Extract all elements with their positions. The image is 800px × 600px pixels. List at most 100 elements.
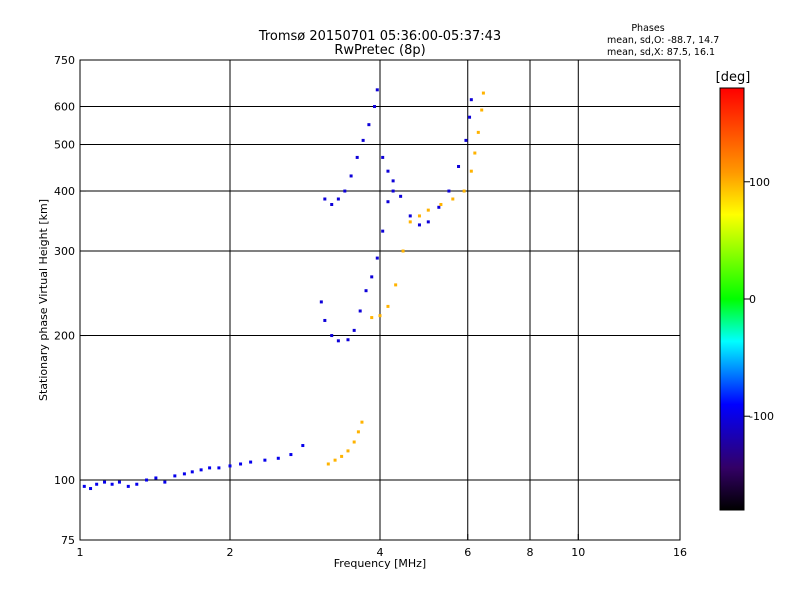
colorbar — [719, 87, 745, 511]
data-point — [358, 309, 362, 313]
data-point — [481, 91, 485, 95]
data-point — [126, 484, 130, 488]
data-point — [346, 449, 350, 453]
colorbar-tick-label: 100 — [749, 176, 770, 189]
x-tick-label: 16 — [673, 546, 687, 559]
x-tick-label: 10 — [571, 546, 585, 559]
data-point — [330, 334, 334, 338]
data-point — [301, 444, 305, 448]
y-tick-label: 400 — [54, 185, 75, 198]
colorbar-tick-label: -100 — [749, 410, 774, 423]
data-point — [394, 283, 398, 287]
data-point — [417, 214, 421, 218]
x-tick-label: 2 — [227, 546, 234, 559]
y-axis-ticks: 75 100 200 300 400 500 600 750 — [54, 54, 86, 547]
data-point — [386, 200, 390, 204]
data-point — [135, 482, 139, 486]
data-point — [469, 169, 473, 173]
data-point — [375, 256, 379, 260]
data-point — [173, 474, 177, 478]
y-tick-label: 200 — [54, 330, 75, 343]
data-point — [182, 472, 186, 476]
data-point — [323, 318, 327, 322]
data-point — [426, 208, 430, 212]
x-tick-label: 4 — [377, 546, 384, 559]
data-point — [370, 316, 374, 320]
data-point — [145, 478, 149, 482]
y-tick-label: 75 — [61, 534, 75, 547]
data-point — [103, 480, 107, 484]
chart-subtitle: RwPretec (8p) — [334, 43, 425, 58]
grid-lines — [80, 60, 680, 540]
data-point — [386, 304, 390, 308]
data-point — [473, 151, 477, 155]
data-point — [355, 155, 359, 159]
colorbar-ticks: 100 0 -100 — [744, 176, 774, 423]
data-point — [319, 300, 323, 304]
y-tick-label: 100 — [54, 474, 75, 487]
data-point — [375, 88, 379, 92]
data-point — [82, 484, 86, 488]
y-tick-label: 300 — [54, 245, 75, 258]
data-point — [154, 476, 158, 480]
data-point — [381, 229, 385, 233]
data-point — [439, 202, 443, 206]
y-tick-label: 750 — [54, 54, 75, 67]
data-point — [89, 487, 93, 491]
y-tick-label: 600 — [54, 101, 75, 114]
data-point — [190, 470, 194, 474]
data-point — [381, 155, 385, 159]
data-point — [468, 115, 472, 119]
data-point — [401, 249, 405, 253]
data-point — [476, 130, 480, 134]
data-point — [163, 480, 167, 484]
data-point — [289, 453, 293, 457]
data-point — [326, 462, 330, 466]
data-point — [367, 123, 371, 127]
data-point — [391, 189, 395, 193]
x-tick-label: 1 — [77, 546, 84, 559]
data-point — [263, 458, 267, 462]
chart-title: Tromsø 20150701 05:36:00-05:37:43 — [258, 29, 501, 44]
data-point — [386, 169, 390, 173]
data-point — [426, 220, 430, 224]
data-point — [370, 275, 374, 279]
data-point — [340, 454, 344, 458]
phase-heading: Phases — [631, 23, 664, 34]
data-point — [323, 197, 327, 201]
data-point — [417, 223, 421, 227]
data-point — [336, 197, 340, 201]
data-point — [391, 179, 395, 183]
data-point — [346, 338, 350, 342]
data-point — [249, 460, 253, 464]
data-point — [117, 480, 121, 484]
data-point — [343, 189, 347, 193]
data-point — [352, 440, 356, 444]
x-tick-label: 8 — [527, 546, 534, 559]
data-point — [464, 138, 468, 142]
data-point — [408, 220, 412, 224]
y-tick-label: 500 — [54, 139, 75, 152]
x-tick-label: 6 — [464, 546, 471, 559]
data-point — [378, 314, 382, 318]
data-point — [228, 464, 232, 468]
x-axis-label: Frequency [MHz] — [334, 557, 426, 570]
data-point — [408, 214, 412, 218]
data-point — [276, 456, 280, 460]
data-point — [239, 462, 243, 466]
data-point — [95, 482, 99, 486]
colorbar-tick-label: 0 — [749, 293, 756, 306]
data-point — [399, 194, 403, 198]
phase-mean-o: mean, sd,O: -88.7, 14.7 — [607, 35, 719, 46]
data-point — [356, 430, 360, 434]
data-point — [364, 289, 368, 293]
data-point — [462, 189, 466, 193]
data-point — [480, 108, 484, 112]
data-point — [349, 174, 353, 178]
data-point — [447, 189, 451, 193]
data-point — [457, 164, 461, 168]
data-point — [373, 105, 377, 109]
data-point — [217, 466, 221, 470]
data-point — [199, 468, 203, 472]
